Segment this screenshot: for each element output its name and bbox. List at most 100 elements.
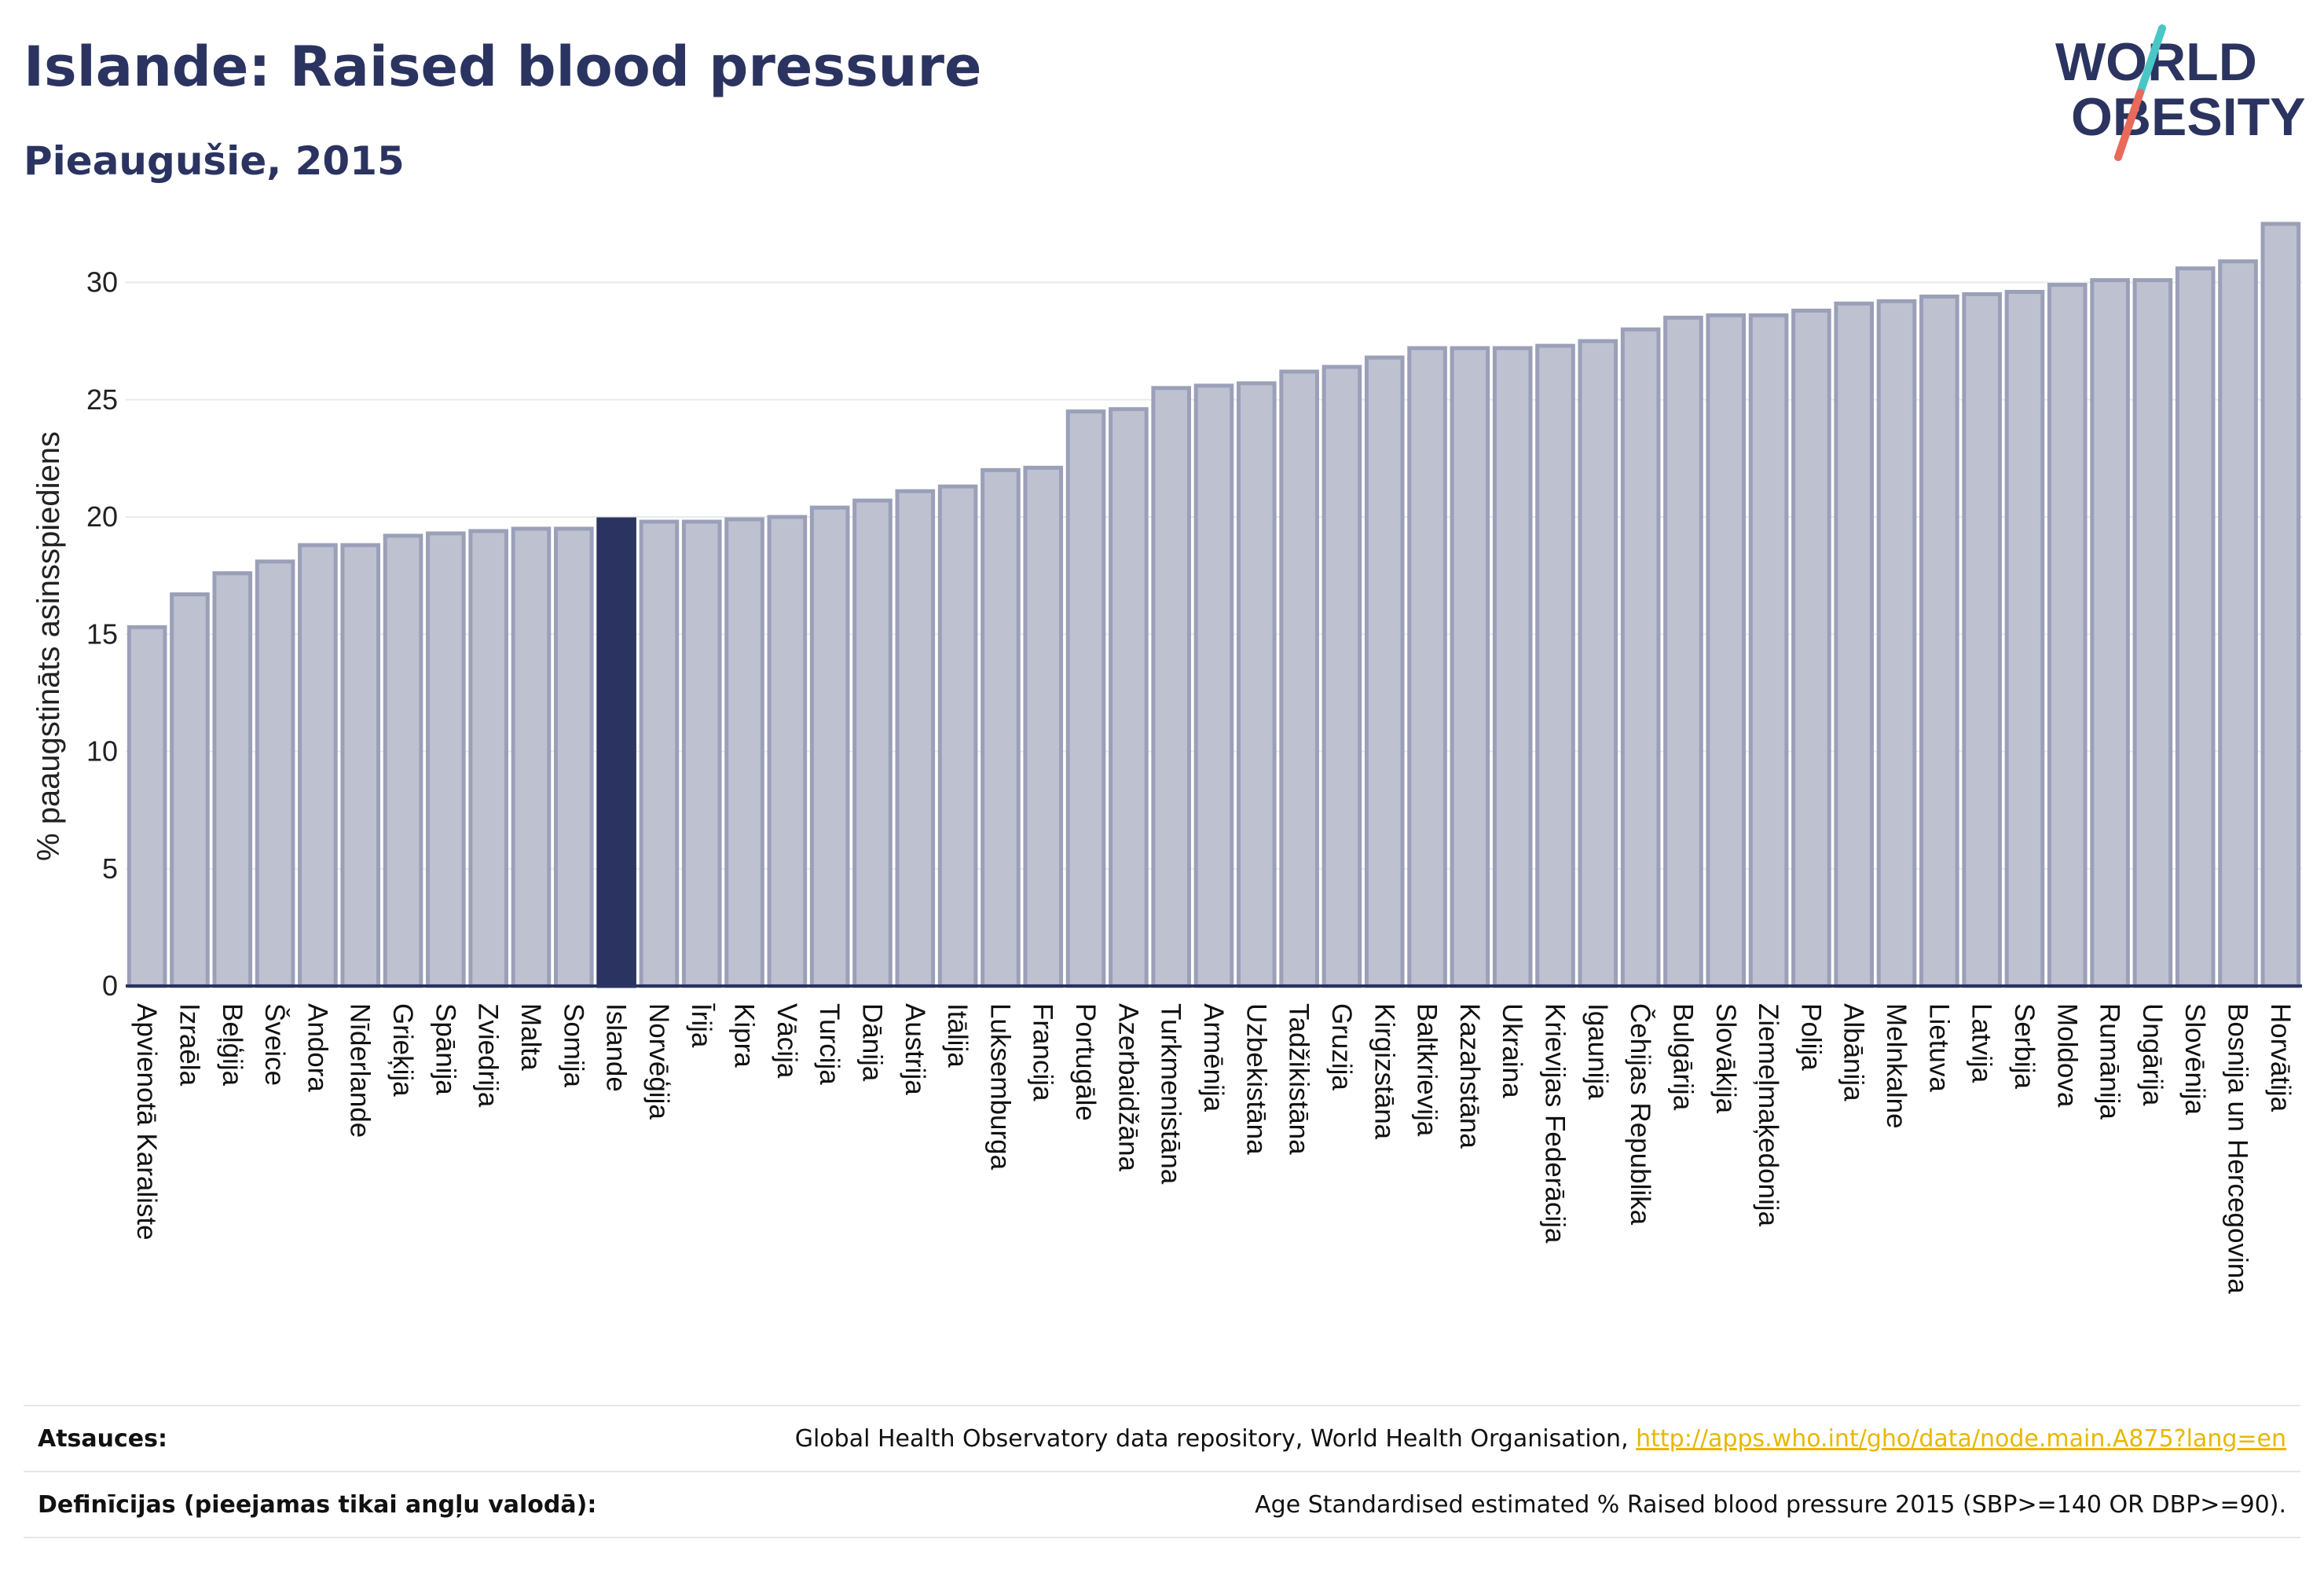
x-tick-label: Šveice xyxy=(259,1003,290,1086)
x-tick-label: Polija xyxy=(1795,1003,1826,1071)
bar xyxy=(255,559,295,988)
bar xyxy=(1492,346,1533,988)
bar xyxy=(1706,313,1747,988)
x-tick-label: Itālija xyxy=(942,1003,973,1068)
chart-subtitle: Pieaugušie, 2015 xyxy=(24,138,405,184)
bar xyxy=(1023,465,1064,988)
x-tick-label: Beļģija xyxy=(217,1003,247,1087)
bar xyxy=(767,515,808,988)
x-tick-label: Albānija xyxy=(1838,1003,1869,1101)
logo-line2: OBESITY xyxy=(2071,87,2306,147)
bar xyxy=(126,625,167,988)
sources-label: Atsauces: xyxy=(38,1424,167,1453)
sources-link[interactable]: http://apps.who.int/gho/data/node.main.A… xyxy=(1636,1424,2286,1453)
bar xyxy=(511,526,552,988)
bar xyxy=(1919,294,1959,988)
y-tick-label: 5 xyxy=(102,852,118,885)
bar xyxy=(1065,409,1106,988)
y-tick-label: 25 xyxy=(86,383,118,416)
bar xyxy=(1791,308,1831,988)
x-tick-label: Turkmenistāna xyxy=(1156,1003,1186,1185)
x-tick-label: Luksemburga xyxy=(984,1003,1015,1171)
x-tick-label: Izraēla xyxy=(174,1003,204,1087)
logo-slash-top xyxy=(2136,24,2166,97)
sources-value: Global Health Observatory data repositor… xyxy=(795,1425,2300,1453)
y-tick-label: 20 xyxy=(86,500,118,533)
x-tick-label: Armēnija xyxy=(1198,1003,1229,1112)
bar xyxy=(1535,343,1575,988)
x-tick-label: Zviedrija xyxy=(473,1003,504,1108)
bar xyxy=(937,484,978,988)
definitions-label: Definīcijas (pieejamas tikai angļu valod… xyxy=(38,1490,597,1519)
x-tick-label: Gruzija xyxy=(1326,1003,1357,1090)
x-tick-label: Tadžikistāna xyxy=(1284,1003,1314,1155)
bar xyxy=(639,519,680,988)
x-tick-label: Vācija xyxy=(772,1003,802,1079)
bar xyxy=(468,529,508,988)
bar xyxy=(1450,346,1490,988)
sources-text: Global Health Observatory data repositor… xyxy=(794,1424,1637,1453)
bar xyxy=(1962,291,2002,988)
x-tick-label: Kipra xyxy=(729,1003,760,1068)
x-tick-label: Latvija xyxy=(1967,1003,1997,1083)
x-tick-label: Spānija xyxy=(430,1003,460,1095)
bar xyxy=(1193,383,1234,988)
x-tick-label: Ukraina xyxy=(1497,1003,1527,1098)
bar xyxy=(1663,315,1703,988)
x-tick-label: Grieķija xyxy=(387,1003,418,1097)
bar xyxy=(1407,346,1447,988)
bar xyxy=(895,489,936,988)
y-axis-title: % paaugstināts asinsspiediens xyxy=(31,431,66,861)
world-obesity-logo: WORLD OBESITY xyxy=(2055,24,2306,161)
x-tick-label: Ungārija xyxy=(2137,1003,2168,1106)
x-tick-label: Apvienotā Karaliste xyxy=(131,1003,162,1241)
x-tick-label: Malta xyxy=(515,1003,546,1071)
x-tick-label: Horvātija xyxy=(2265,1003,2296,1112)
x-tick-label: Ziemeļmaķedonija xyxy=(1753,1003,1783,1227)
y-tick-labels: 0 5 10 15 20 25 30 xyxy=(86,266,118,1002)
x-tick-label: Azerbaidžāna xyxy=(1113,1003,1143,1172)
bar xyxy=(170,592,210,988)
bar xyxy=(383,533,423,988)
x-tick-label: Čehijas Republika xyxy=(1625,1003,1655,1226)
bar xyxy=(426,531,466,988)
bar xyxy=(2175,266,2216,988)
bar xyxy=(1279,369,1319,988)
x-tick-label: Bosnija un Hercegovina xyxy=(2223,1003,2253,1294)
bar xyxy=(2132,278,2173,988)
x-tick-label: Dānija xyxy=(856,1003,887,1082)
definitions-row: Definīcijas (pieejamas tikai angļu valod… xyxy=(24,1471,2300,1538)
x-tick-label: Slovēnija xyxy=(2179,1003,2210,1116)
x-tick-label: Nīderlande xyxy=(345,1003,376,1138)
logo-slash-bottom xyxy=(2114,89,2144,161)
x-tick-label: Baltkrievija xyxy=(1412,1003,1442,1137)
y-tick-label: 30 xyxy=(86,266,118,299)
bar xyxy=(681,519,722,988)
bar xyxy=(1876,299,1917,988)
bar xyxy=(1237,381,1277,988)
bar xyxy=(2218,259,2258,988)
bar xyxy=(809,505,850,988)
x-tick-label: Uzbekistāna xyxy=(1241,1003,1271,1155)
bar xyxy=(553,526,594,988)
bar xyxy=(2260,222,2301,988)
bar xyxy=(1151,386,1191,988)
bar xyxy=(1321,365,1362,988)
bar xyxy=(981,467,1021,988)
x-tick-label: Melnkalne xyxy=(1881,1003,1912,1129)
x-tick-label: Portugāle xyxy=(1070,1003,1101,1121)
x-tick-label: Kazahstāna xyxy=(1454,1003,1485,1149)
bars xyxy=(126,222,2301,988)
sources-row: Atsauces: Global Health Observatory data… xyxy=(24,1405,2300,1471)
chart-title: Islande: Raised blood pressure xyxy=(24,35,982,99)
bar xyxy=(340,543,381,988)
y-tick-label: 10 xyxy=(86,735,118,768)
x-tick-label: Andora xyxy=(302,1003,332,1092)
x-tick-label: Bulgārija xyxy=(1667,1003,1698,1111)
x-tick-label: Īrija xyxy=(686,1003,717,1048)
bar xyxy=(2047,283,2088,988)
bar xyxy=(2004,289,2045,988)
x-tick-label: Moldova xyxy=(2051,1003,2082,1108)
x-tick-label: Austrija xyxy=(900,1003,930,1095)
x-tick-labels: Apvienotā Karaliste Izraēla Beļģija Šveice A… xyxy=(131,1003,2296,1294)
